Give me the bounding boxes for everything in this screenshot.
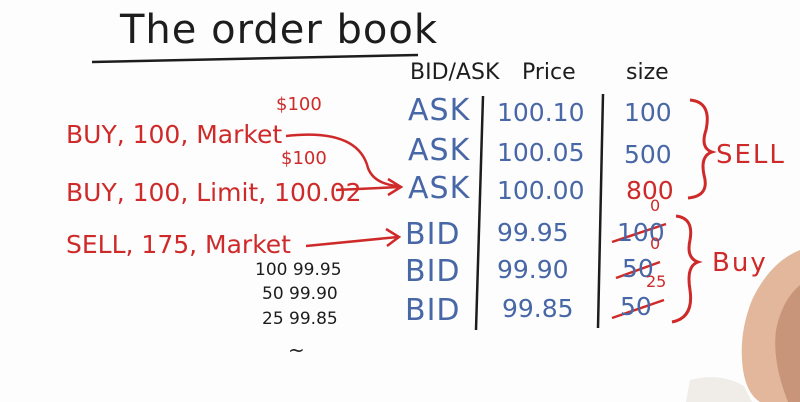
row-type: BID [405,293,461,328]
presenter-hand-shade [775,285,800,402]
header-bid-ask: BID/ASK [410,60,500,85]
fill-line: 25 99.85 [262,309,338,329]
column-divider-right [596,93,605,329]
size-revision-note: 0 [650,234,661,253]
strike-size-100 [611,222,667,244]
buy-brace [671,214,703,324]
row-size: 800 [626,176,674,205]
strike-size-50a [615,260,661,280]
order-price-note: $100 [281,148,327,169]
row-size: 100 [617,218,665,247]
column-divider-left [474,95,485,331]
row-type: ASK [408,133,471,168]
row-price: 99.90 [497,255,569,284]
arrow-buy-limit [335,185,401,192]
arrow-buy-market [285,133,399,188]
arrowhead-bid [385,227,402,247]
row-size: 500 [624,140,672,169]
row-type: BID [405,254,461,289]
order-buy-limit: BUY, 100, Limit, 100.02 [66,178,362,207]
row-size: 50 [620,292,652,321]
strike-size-50b [611,298,665,320]
row-type: BID [405,217,461,252]
order-buy-market: BUY, 100, Market [66,120,283,149]
header-size: size [626,60,669,85]
sell-side-label: SELL [716,140,786,170]
title-underline [91,53,419,64]
fill-line: 50 99.90 [262,284,338,304]
header-price: Price [522,60,576,85]
size-revision-note: 25 [646,272,667,291]
arrowhead-ask [387,177,404,197]
page-title: The order book [120,7,438,53]
row-price: 100.10 [497,98,585,127]
presenter-sleeve [686,377,752,402]
row-size: 100 [624,98,672,127]
order-sell-market: SELL, 175, Market [66,230,291,259]
sell-brace [687,98,717,200]
row-type: ASK [408,171,471,206]
row-price: 99.95 [497,218,569,247]
row-price: 99.85 [502,294,574,323]
scribble-mark: ~ [288,338,305,362]
size-revision-note: 0 [650,196,661,215]
row-price: 100.00 [497,176,585,205]
order-price-note: $100 [276,94,322,115]
arrow-sell-market [305,235,399,248]
fill-line: 100 99.95 [255,260,342,280]
row-price: 100.05 [497,138,585,167]
row-type: ASK [408,93,471,128]
row-size: 50 [622,254,654,283]
buy-side-label: Buy [712,248,768,278]
